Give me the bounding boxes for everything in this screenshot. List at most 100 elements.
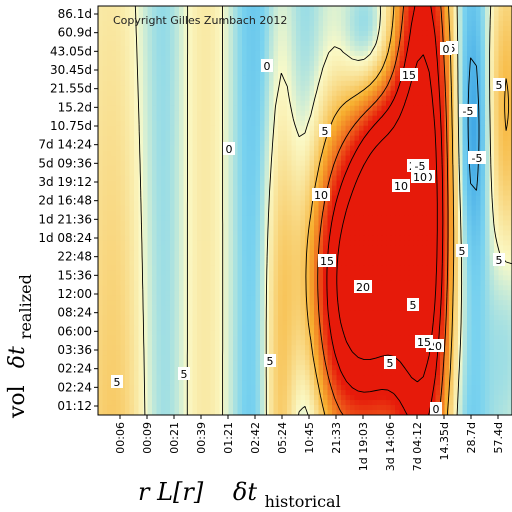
heatmap-cell: [453, 35, 459, 42]
heatmap-cell: [273, 55, 279, 62]
heatmap-cell: [278, 90, 284, 97]
heatmap-cell: [485, 265, 491, 271]
heatmap-cell: [336, 125, 342, 132]
heatmap-cell: [219, 230, 225, 237]
heatmap-cell: [125, 255, 131, 261]
heatmap-cell: [404, 30, 410, 37]
heatmap-cell: [215, 135, 221, 142]
heatmap-cell: [125, 150, 131, 157]
heatmap-cell: [192, 10, 198, 17]
heatmap-cell: [125, 90, 131, 97]
heatmap-cell: [408, 185, 414, 192]
heatmap-cell: [314, 260, 320, 266]
heatmap-cell: [489, 65, 495, 72]
heatmap-cell: [273, 20, 279, 27]
heatmap-cell: [143, 115, 149, 122]
heatmap-cell: [111, 40, 117, 47]
heatmap-cell: [255, 75, 261, 82]
heatmap-cell: [476, 25, 482, 32]
heatmap-cell: [323, 30, 329, 37]
heatmap-cell: [170, 270, 176, 276]
heatmap-cell: [282, 215, 288, 222]
heatmap-cell: [431, 215, 437, 222]
heatmap-cell: [435, 215, 441, 222]
heatmap-cell: [327, 235, 333, 242]
heatmap-cell: [192, 55, 198, 62]
heatmap-cell: [305, 160, 311, 167]
heatmap-cell: [372, 10, 378, 17]
heatmap-cell: [273, 35, 279, 42]
heatmap-cell: [138, 55, 144, 62]
heatmap-cell: [494, 185, 500, 192]
heatmap-cell: [188, 275, 194, 281]
heatmap-cell: [264, 230, 270, 237]
heatmap-cell: [152, 55, 158, 62]
heatmap-cell: [386, 195, 392, 202]
heatmap-cell: [507, 40, 512, 47]
heatmap-cell: [471, 20, 477, 27]
heatmap-cell: [273, 245, 279, 251]
heatmap-cell: [152, 65, 158, 72]
heatmap-cell: [152, 125, 158, 132]
heatmap-cell: [323, 235, 329, 242]
heatmap-cell: [485, 50, 491, 57]
heatmap-cell: [138, 25, 144, 32]
heatmap-cell: [354, 150, 360, 157]
heatmap-cell: [98, 60, 104, 67]
heatmap-cell: [264, 205, 270, 212]
heatmap-cell: [228, 95, 234, 102]
heatmap-cell: [278, 130, 284, 137]
heatmap-cell: [336, 225, 342, 232]
heatmap-cell: [413, 125, 419, 132]
heatmap-cell: [165, 30, 171, 37]
heatmap-cell: [278, 220, 284, 227]
heatmap-cell: [359, 65, 365, 72]
heatmap-cell: [116, 270, 122, 276]
heatmap-cell: [233, 35, 239, 42]
heatmap-cell: [359, 60, 365, 67]
heatmap-cell: [404, 260, 410, 266]
heatmap-cell: [282, 220, 288, 227]
heatmap-cell: [233, 145, 239, 152]
heatmap-cell: [192, 45, 198, 52]
heatmap-cell: [291, 115, 297, 122]
heatmap-cell: [206, 230, 212, 237]
heatmap-cell: [363, 70, 369, 77]
heatmap-cell: [485, 20, 491, 27]
heatmap-cell: [188, 200, 194, 207]
heatmap-cell: [134, 225, 140, 232]
heatmap-cell: [120, 145, 126, 152]
heatmap-cell: [435, 105, 441, 112]
heatmap-cell: [350, 75, 356, 82]
heatmap-cell: [314, 220, 320, 227]
heatmap-cell: [458, 70, 464, 77]
heatmap-cell: [264, 140, 270, 147]
heatmap-cell: [363, 75, 369, 82]
heatmap-cell: [458, 60, 464, 67]
heatmap-cell: [255, 80, 261, 87]
heatmap-cell: [116, 165, 122, 172]
heatmap-cell: [341, 150, 347, 157]
heatmap-cell: [318, 25, 324, 32]
heatmap-cell: [251, 155, 257, 162]
heatmap-cell: [161, 25, 167, 32]
heatmap-cell: [228, 260, 234, 266]
heatmap-cell: [246, 225, 252, 232]
heatmap-cell: [390, 255, 396, 261]
heatmap-cell: [210, 15, 216, 22]
heatmap-cell: [498, 265, 504, 271]
heatmap-cell: [161, 240, 167, 247]
heatmap-cell: [390, 150, 396, 157]
heatmap-cell: [107, 105, 113, 112]
heatmap-cell: [354, 85, 360, 92]
heatmap-cell: [296, 200, 302, 207]
heatmap-cell: [359, 155, 365, 162]
heatmap-cell: [449, 60, 455, 67]
heatmap-cell: [134, 55, 140, 62]
heatmap-cell: [314, 55, 320, 62]
heatmap-cell: [161, 125, 167, 132]
heatmap-cell: [453, 265, 459, 271]
heatmap-cell: [485, 175, 491, 182]
heatmap-cell: [507, 105, 512, 112]
heatmap-cell: [102, 40, 108, 47]
